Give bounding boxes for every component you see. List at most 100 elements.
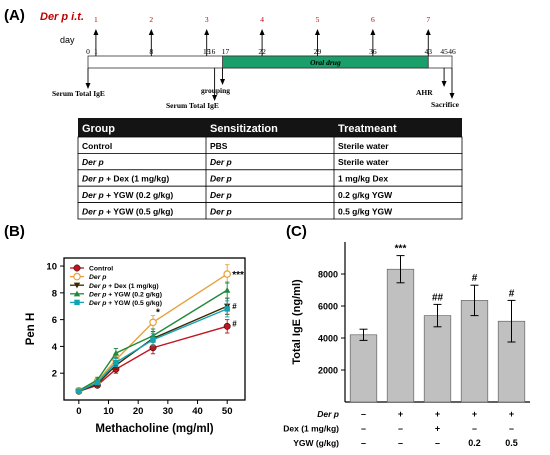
legend-marker (73, 264, 81, 272)
data-point (94, 379, 101, 386)
table-header-cell: Group (82, 123, 115, 135)
legend-entry: Der p + YGW (0.2 g/kg) (89, 291, 162, 298)
data-point (223, 270, 231, 278)
x-axis-label: Methacholine (mg/ml) (95, 423, 213, 435)
data-point (112, 349, 120, 356)
x-tick-label: 20 (133, 406, 144, 417)
y-tick-label: 2000 (318, 366, 338, 376)
factor-cell: + (435, 409, 440, 419)
panel-a-label: (A) (4, 7, 25, 24)
day-tick-label: 16 (208, 47, 216, 56)
arrow-head-down-icon (85, 83, 91, 89)
panel-c-label: (C) (286, 223, 307, 240)
day-tick-label: 46 (448, 47, 456, 56)
arrow-head-down-icon (449, 93, 455, 99)
table-cell: Sterile water (338, 141, 389, 151)
sacrifice-label: Sacrifice (431, 100, 460, 109)
significance-mark: # (232, 302, 237, 311)
y-axis-label: Pen H (25, 313, 37, 346)
factor-cell: + (472, 409, 477, 419)
factor-cell: – (398, 424, 403, 434)
y-tick-label: 6 (52, 315, 57, 326)
arrow-head-down-icon (441, 81, 447, 87)
table-cell: 1 mg/kg Dex (338, 174, 388, 184)
table-cell: Der p (82, 157, 104, 167)
table-header-bg (78, 118, 462, 137)
data-point (224, 306, 230, 312)
legend-marker (73, 272, 81, 281)
timeline: Oral drug0181516172229364345461234567Ser… (52, 15, 460, 110)
factor-row-label: Dex (1 mg/kg) (283, 424, 339, 434)
oral-drug-bar (222, 55, 429, 69)
legend-marker (74, 299, 80, 306)
significance-mark: # (509, 288, 515, 299)
table-cell: PBS (210, 141, 228, 151)
sensitization-number: 6 (371, 15, 375, 24)
factor-cell: – (398, 438, 403, 448)
derp-it-label: Der p i.t. (40, 11, 84, 23)
table-header-cell: Treatmeant (338, 123, 397, 135)
data-point (113, 359, 119, 366)
arrow-head-up-icon (370, 29, 376, 35)
sensitization-number: 3 (205, 15, 209, 24)
arrow-head-down-icon (212, 95, 218, 101)
serum-ige-2-label: Serum Total IgE (166, 101, 219, 110)
sensitization-number: 4 (260, 15, 264, 24)
arrow-head-up-icon (148, 29, 154, 35)
table-row (77, 202, 463, 220)
y-tick-label: 4000 (318, 334, 338, 344)
series-4 (76, 300, 230, 395)
arrow-head-up-icon (204, 29, 210, 35)
sensitization-number: 7 (426, 15, 430, 24)
sensitization-number: 2 (149, 15, 153, 24)
factor-cell: – (509, 424, 514, 434)
y-tick-label: 10 (46, 262, 57, 273)
y-tick-label: 6000 (318, 302, 338, 312)
table-cell: Der p + YGW (0.5 g/kg) (82, 206, 173, 216)
x-tick-label: 50 (222, 406, 233, 417)
factor-cell: + (398, 409, 403, 419)
factor-cell: – (361, 438, 366, 448)
legend-entry: Der p + Dex (1 mg/kg) (89, 283, 159, 290)
group-table: Group Sensitization Treatmeant Control PBS St… (77, 118, 463, 220)
legend-entry: Der p + YGW (0.5 g/kg) (89, 300, 162, 307)
factor-cell: 0.5 (505, 438, 518, 448)
significance-mark: ## (432, 292, 444, 303)
serum-ige-1-label: Serum Total IgE (52, 89, 105, 98)
factor-cell: – (472, 424, 477, 434)
table-row (77, 152, 463, 171)
arrow-head-up-icon (314, 29, 320, 35)
factor-cell: + (509, 409, 514, 419)
y-tick-label: 2 (52, 369, 57, 380)
ahr-label: AHR (416, 88, 433, 97)
bar (423, 315, 452, 403)
table-cell: Der p (210, 174, 232, 184)
arrow-head-up-icon (425, 29, 431, 35)
table-cell: 0.2 g/kg YGW (338, 190, 393, 200)
plot-frame (63, 257, 246, 401)
day-tick-label: 45 (440, 47, 448, 56)
significance-mark: *** (395, 244, 407, 255)
legend-marker (73, 282, 81, 289)
data-point (223, 286, 231, 293)
table-cell: Der p (210, 157, 232, 167)
data-point (76, 388, 82, 395)
panel-b-label: (B) (4, 223, 25, 240)
factor-row-label: YGW (g/kg) (293, 438, 339, 448)
bar (386, 268, 415, 403)
table-cell: Der p (210, 206, 232, 216)
significance-mark: *** (232, 270, 244, 281)
oral-drug-label: Oral drug (310, 58, 341, 67)
bar (349, 334, 378, 403)
y-tick-label: 4 (52, 342, 58, 353)
data-point (150, 336, 156, 343)
y-tick-label: 8000 (318, 270, 338, 280)
factor-cell: – (435, 438, 440, 448)
sensitization-number: 1 (94, 15, 98, 24)
table-cell: Der p (210, 190, 232, 200)
table-cell: Sterile water (338, 157, 389, 167)
significance-mark: # (232, 319, 237, 328)
x-tick-label: 30 (163, 406, 174, 417)
y-tick-label: 8 (52, 288, 57, 299)
